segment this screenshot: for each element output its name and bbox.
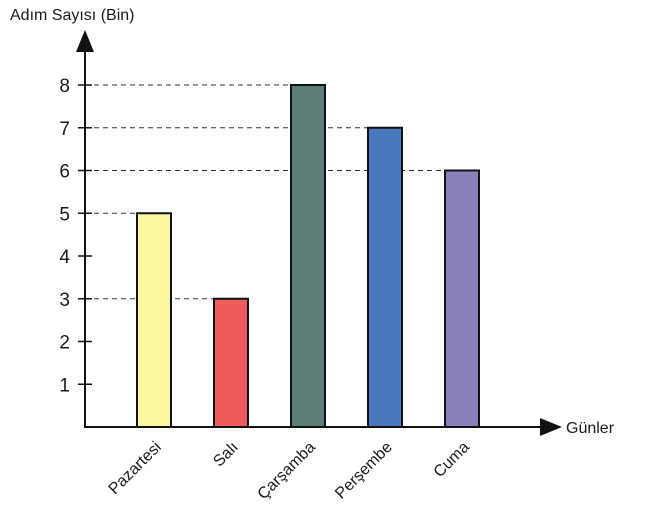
bar bbox=[290, 84, 326, 428]
y-tick-label: 7 bbox=[59, 119, 70, 140]
y-tick-label: 8 bbox=[59, 76, 70, 97]
x-tick-label: Salı bbox=[210, 439, 242, 471]
bars bbox=[136, 84, 480, 428]
y-axis-title: Adım Sayısı (Bin) bbox=[10, 7, 134, 24]
x-tick-label: Cuma bbox=[431, 439, 473, 481]
y-tick-label: 1 bbox=[59, 375, 70, 396]
y-tick-label: 2 bbox=[59, 333, 70, 354]
x-tick-label: Pazartesi bbox=[106, 439, 165, 498]
y-tick-label: 4 bbox=[59, 247, 70, 268]
y-tick-label: 5 bbox=[59, 204, 70, 225]
axes bbox=[76, 30, 562, 436]
x-tick-label: Çarşamba bbox=[255, 439, 319, 503]
bar bbox=[136, 212, 172, 428]
bar bbox=[367, 126, 403, 428]
y-ticks: 1 2 3 4 5 6 7 8 bbox=[59, 76, 92, 396]
y-tick-label: 3 bbox=[59, 290, 70, 311]
x-axis-arrow-icon bbox=[540, 418, 562, 436]
x-ticks: Pazartesi Salı Çarşamba Perşembe Cuma bbox=[106, 439, 473, 503]
y-tick-label: 6 bbox=[59, 162, 70, 183]
x-tick-label: Perşembe bbox=[332, 439, 396, 503]
x-axis-title: Günler bbox=[566, 420, 615, 437]
y-axis-arrow-icon bbox=[76, 30, 94, 52]
bar bbox=[444, 169, 480, 428]
bar bbox=[213, 297, 249, 428]
